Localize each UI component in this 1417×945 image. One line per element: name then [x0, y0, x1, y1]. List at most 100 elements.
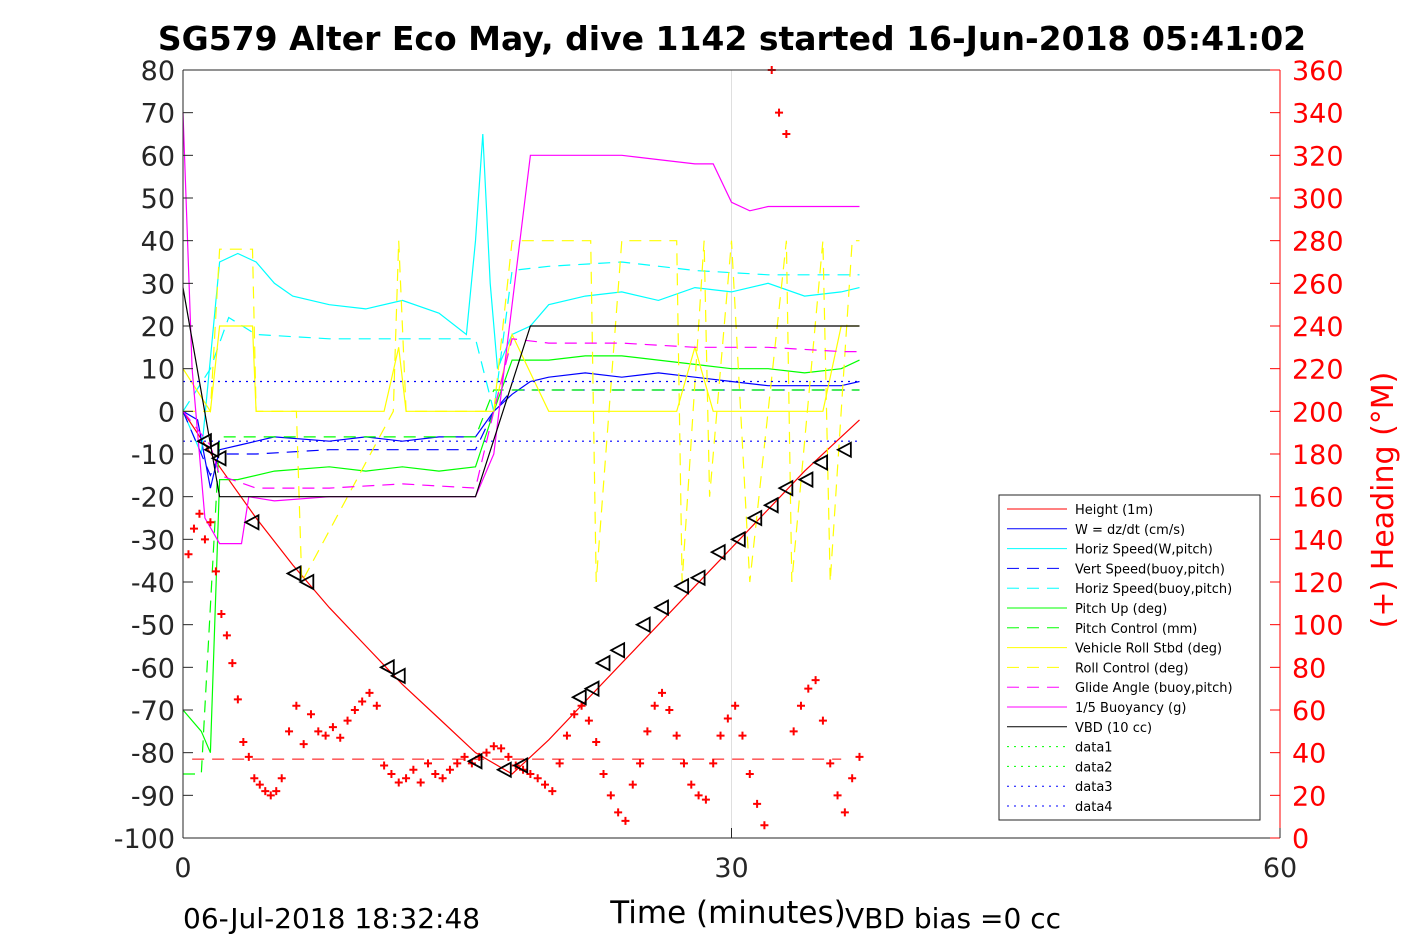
heading-point [380, 761, 389, 770]
right-tick-label: 100 [1292, 611, 1344, 642]
left-tick-label: 40 [141, 227, 175, 258]
right-tick-label: 300 [1292, 184, 1344, 215]
heading-point [409, 765, 418, 774]
heading-point [460, 752, 469, 761]
right-tick-label: 220 [1292, 355, 1344, 386]
timestamp-label: 06-Jul-2018 18:32:48 [183, 902, 480, 935]
profile-marker [709, 543, 726, 561]
heading-point [250, 774, 259, 783]
heading-point [811, 676, 820, 685]
right-tick-label: 260 [1292, 269, 1344, 300]
left-tick-label: 20 [141, 312, 175, 343]
x-axis-ticks: 0 30 60 [174, 828, 1297, 884]
profile-marker [653, 599, 669, 617]
profile-marker [243, 513, 260, 531]
heading-point [701, 795, 710, 804]
x-axis-label: Time (minutes) [609, 895, 845, 931]
left-tick-label: 70 [141, 99, 175, 130]
profile-marker [689, 569, 706, 587]
right-tick-label: 80 [1292, 653, 1326, 684]
heading-point [614, 808, 623, 817]
heading-point [292, 701, 301, 710]
heading-point [716, 731, 725, 740]
profile-marker [196, 432, 212, 450]
heading-point [599, 770, 608, 778]
legend-label: data3 [1075, 780, 1113, 795]
heading-point [306, 710, 315, 719]
series-line-8 [183, 240, 860, 585]
right-tick-label: 0 [1292, 824, 1309, 855]
right-tick-label: 280 [1292, 227, 1344, 258]
heading-point [394, 778, 403, 787]
right-tick-label: 60 [1292, 696, 1326, 727]
heading-point [239, 738, 248, 746]
heading-point [195, 509, 204, 518]
series-line-10 [182, 112, 860, 545]
profile-marker [570, 688, 587, 706]
series-line-7 [182, 325, 860, 414]
legend-label: Vert Speed(buoy,pitch) [1075, 562, 1225, 577]
series-lines [182, 112, 860, 775]
left-tick-label: -60 [131, 653, 175, 684]
heading-point [497, 744, 506, 753]
heading-point [217, 610, 226, 618]
heading-point [526, 770, 535, 778]
heading-point [796, 701, 805, 710]
legend: Height (1m) W = dz/dt (cm/s) Horiz Speed(W… [998, 494, 1261, 821]
right-tick-label: 20 [1292, 781, 1326, 812]
left-tick-label: -90 [131, 781, 175, 812]
right-tick-label: 140 [1292, 525, 1344, 556]
right-tick-label: 160 [1292, 483, 1344, 514]
heading-point [387, 770, 396, 778]
heading-point [753, 799, 762, 808]
left-tick-label: 0 [158, 397, 175, 428]
heading-point [804, 684, 813, 693]
heading-point [423, 759, 432, 768]
right-axis-ticks: 3603403203002802602402202001801601401201… [1270, 56, 1344, 855]
heading-point [555, 759, 564, 768]
profile-marker [210, 449, 227, 467]
profile-marker [378, 658, 395, 676]
heading-point [636, 759, 645, 768]
left-tick-label: 50 [141, 184, 175, 215]
heading-point [679, 759, 688, 768]
heading-point [570, 710, 579, 719]
heading-point [826, 759, 835, 768]
profile-marker [777, 479, 794, 497]
profile-marker [298, 573, 315, 591]
heading-point [665, 706, 674, 714]
heading-point [255, 780, 264, 789]
heading-point [738, 731, 747, 740]
legend-items: Height (1m) W = dz/dt (cm/s) Horiz Speed(W… [1007, 503, 1233, 815]
left-tick-label: -10 [131, 440, 175, 471]
left-tick-label: 60 [141, 141, 175, 172]
right-tick-label: 340 [1292, 99, 1344, 130]
profile-marker [835, 441, 852, 459]
heading-point [855, 752, 864, 761]
left-tick-label: -20 [131, 483, 175, 514]
left-tick-label: 30 [141, 269, 175, 300]
profile-marker [634, 616, 651, 634]
heading-point [533, 774, 542, 783]
heading-point [416, 778, 425, 787]
heading-point [489, 742, 498, 751]
legend-label: data4 [1075, 800, 1113, 815]
profile-marker [762, 496, 779, 514]
heading-point [731, 701, 740, 710]
heading-point [402, 774, 411, 783]
left-tick-label: -100 [114, 824, 175, 855]
heading-point [643, 727, 652, 736]
heading-point [482, 748, 491, 757]
series-line-1 [182, 372, 860, 489]
profile-marker [583, 680, 600, 698]
legend-box [998, 494, 1261, 821]
profile-marker [729, 530, 746, 548]
heading-point [372, 701, 381, 710]
heading-point [445, 765, 454, 774]
profile-marker [389, 667, 406, 685]
heading-point [672, 731, 681, 740]
heading-point [775, 108, 784, 117]
heading-point [818, 716, 827, 725]
profile-marker [512, 756, 529, 774]
heading-point [365, 688, 374, 697]
